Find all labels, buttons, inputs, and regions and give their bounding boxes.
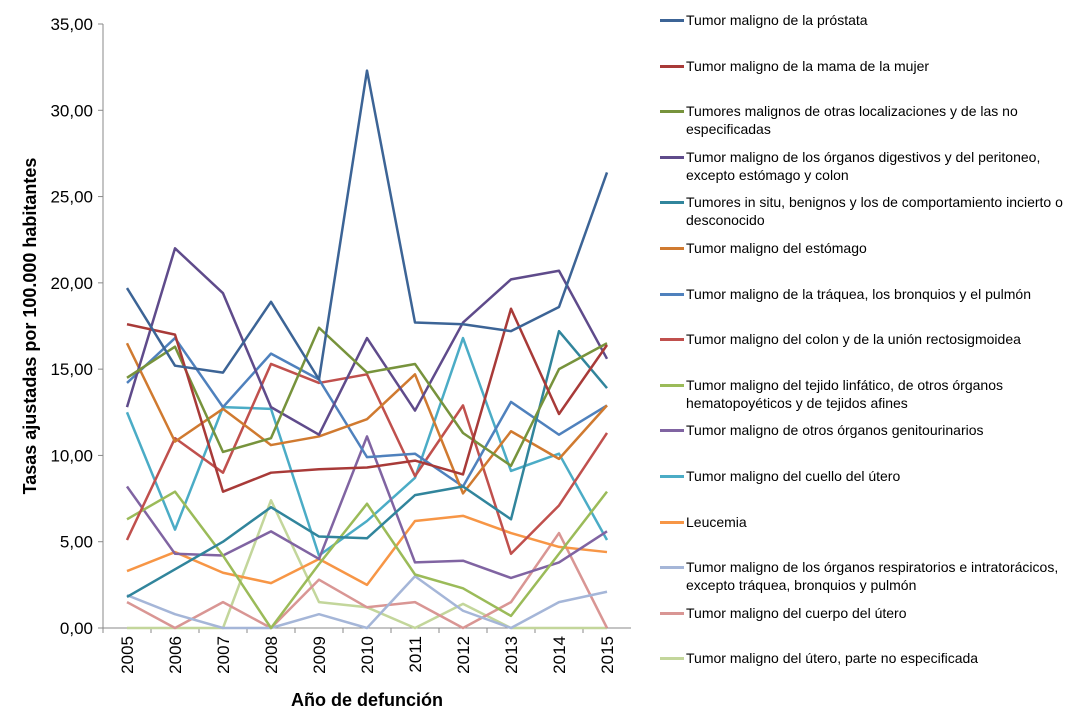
legend-item: Leucemia bbox=[660, 513, 1070, 531]
legend-label: Tumor maligno de la mama de la mujer bbox=[686, 57, 930, 74]
legend-label: Tumor maligno del colon y de la unión re… bbox=[686, 331, 1021, 348]
legend-swatch bbox=[660, 475, 684, 478]
legend-label: Tumor maligno de los órganos respiratori… bbox=[686, 559, 1059, 594]
legend-label: Tumor maligno de la tráquea, los bronqui… bbox=[686, 285, 1032, 302]
legend-item: Tumor maligno de los órganos digestivos … bbox=[660, 148, 1070, 184]
legend-swatch bbox=[660, 566, 684, 570]
legend-item: Tumor maligno del cuello del útero bbox=[660, 467, 1070, 485]
series-line bbox=[126, 574, 608, 630]
legend-item: Tumor maligno de la tráquea, los bronqui… bbox=[660, 285, 1070, 303]
legend-label: Tumor maligno del tejido linfático, de o… bbox=[686, 376, 1003, 411]
legend-swatch bbox=[660, 383, 684, 387]
legend-label: Tumores in situ, benignos y los de compo… bbox=[686, 194, 1063, 229]
x-tick-label: 2008 bbox=[262, 636, 281, 674]
legend-item: Tumor maligno de la mama de la mujer bbox=[660, 57, 1070, 75]
series-line bbox=[125, 362, 609, 556]
series-line bbox=[126, 326, 608, 468]
legend-label: Tumor maligno del cuello del útero bbox=[686, 468, 901, 484]
x-axis-label: Año de defunción bbox=[291, 690, 443, 710]
legend-swatch bbox=[660, 247, 684, 250]
x-tick-label: 2014 bbox=[550, 636, 569, 674]
legend-item: Tumor maligno del estómago bbox=[660, 239, 1070, 257]
series-line bbox=[125, 336, 609, 557]
x-tick-label: 2015 bbox=[598, 636, 617, 674]
legend-swatch bbox=[660, 19, 684, 22]
legend-item: Tumor maligno de los órganos respiratori… bbox=[660, 558, 1070, 594]
x-tick-label: 2006 bbox=[166, 636, 185, 674]
legend-swatch bbox=[660, 611, 684, 615]
legend-item: Tumor maligno del tejido linfático, de o… bbox=[660, 376, 1070, 412]
legend-swatch bbox=[660, 155, 684, 159]
legend-item: Tumor maligno del cuerpo del útero bbox=[660, 604, 1070, 622]
series-line bbox=[126, 336, 608, 488]
legend-item: Tumor maligno de la próstata bbox=[660, 11, 1070, 29]
legend-swatch bbox=[660, 429, 684, 433]
legend-item: Tumor maligno de otros órganos genitouri… bbox=[660, 421, 1070, 439]
y-tick-label: 20,00 bbox=[50, 274, 93, 293]
legend-label: Tumor maligno de otros órganos genitouri… bbox=[686, 422, 984, 439]
x-tick-label: 2011 bbox=[406, 636, 425, 673]
y-tick-label: 10,00 bbox=[50, 446, 93, 465]
series-line bbox=[126, 531, 609, 630]
series-line bbox=[126, 329, 608, 599]
series-line bbox=[125, 69, 609, 381]
series-line bbox=[125, 435, 608, 580]
y-axis-label: Tasas ajustadas por 100.000 habitantes bbox=[20, 158, 40, 495]
legend-swatch bbox=[660, 292, 684, 296]
legend-swatch bbox=[660, 201, 684, 205]
legend-label: Tumores malignos de otras localizaciones… bbox=[686, 103, 1018, 138]
legend-item: Tumores in situ, benignos y los de compo… bbox=[660, 193, 1070, 229]
legend-item: Tumor maligno del colon y de la unión re… bbox=[660, 330, 1070, 348]
y-tick-label: 30,00 bbox=[50, 101, 93, 120]
legend-label: Tumor maligno del estómago bbox=[686, 240, 867, 256]
x-tick-label: 2009 bbox=[310, 636, 329, 674]
legend-item: Tumores malignos de otras localizaciones… bbox=[660, 102, 1070, 138]
series-line bbox=[126, 490, 608, 630]
series-line bbox=[126, 307, 609, 493]
legend-label: Leucemia bbox=[686, 513, 747, 530]
y-tick-label: 35,00 bbox=[50, 15, 93, 34]
legend-swatch bbox=[660, 64, 684, 68]
legend-label: Tumor maligno de los órganos digestivos … bbox=[686, 148, 1041, 183]
x-tick-label: 2013 bbox=[502, 636, 521, 674]
x-tick-label: 2005 bbox=[118, 636, 137, 674]
legend-swatch bbox=[660, 520, 684, 524]
legend-swatch bbox=[660, 110, 684, 114]
y-tick-label: 0,00 bbox=[60, 619, 93, 638]
y-tick-label: 5,00 bbox=[60, 533, 93, 552]
legend-label: Tumor maligno del cuerpo del útero bbox=[686, 604, 907, 621]
x-tick-label: 2012 bbox=[454, 636, 473, 674]
legend-label: Tumor maligno de la próstata bbox=[686, 12, 868, 28]
series-line bbox=[125, 247, 609, 436]
y-tick-label: 25,00 bbox=[50, 188, 93, 207]
y-tick-label: 15,00 bbox=[50, 360, 93, 379]
x-tick-label: 2007 bbox=[214, 636, 233, 674]
legend-item: Tumor maligno del útero, parte no especi… bbox=[660, 649, 1070, 667]
legend-label: Tumor maligno del útero, parte no especi… bbox=[686, 650, 979, 667]
x-tick-label: 2010 bbox=[358, 636, 377, 674]
legend-swatch bbox=[660, 657, 684, 661]
series-line bbox=[126, 514, 608, 587]
legend-swatch bbox=[660, 338, 684, 342]
